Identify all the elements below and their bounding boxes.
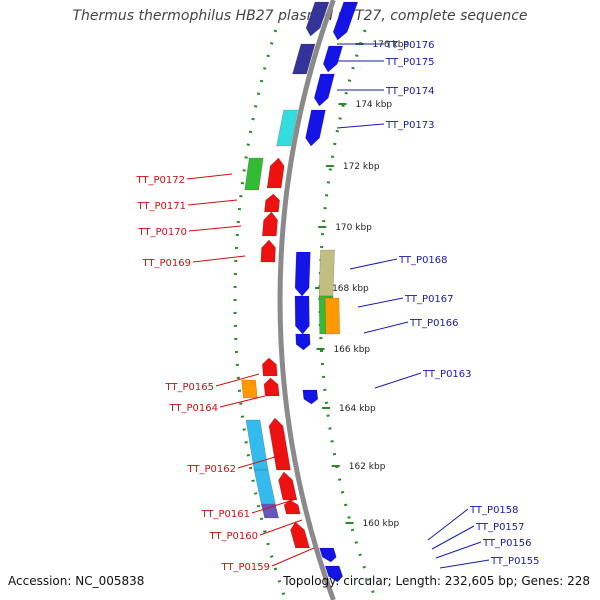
minus-gene-label[interactable]: TT_P0161	[200, 509, 250, 520]
kbp-label: 168 kbp	[332, 284, 369, 294]
plasmid-backbone	[277, 0, 336, 600]
gene-feature[interactable]	[294, 251, 311, 297]
plus-gene-label[interactable]: TT_P0158	[469, 505, 519, 516]
minus-gene-label[interactable]: TT_P0172	[135, 175, 185, 186]
kbp-label: 160 kbp	[363, 519, 400, 529]
gene-feature[interactable]	[324, 565, 343, 583]
topology-summary: Topology: circular; Length: 232,605 bp; …	[283, 574, 590, 588]
minus-gene-leader	[187, 199, 238, 206]
minus-gene-leader	[215, 373, 260, 387]
kbp-label: 166 kbp	[333, 345, 370, 355]
plus-gene-label[interactable]: TT_P0174	[385, 86, 435, 97]
plus-gene-label[interactable]: TT_P0157	[475, 522, 525, 533]
minus-gene-leader	[271, 547, 315, 567]
minus-gene-leader	[186, 173, 233, 180]
kbp-label: 162 kbp	[349, 462, 386, 472]
gene-feature[interactable]	[262, 357, 278, 377]
minus-gene-label[interactable]: TT_P0162	[186, 464, 236, 475]
gene-feature[interactable]	[305, 109, 326, 147]
kbp-label: 172 kbp	[343, 162, 380, 172]
gene-feature[interactable]	[294, 295, 310, 335]
gene-feature[interactable]	[318, 249, 335, 297]
plus-gene-leader	[363, 321, 409, 334]
minus-gene-leader	[188, 225, 242, 232]
gene-feature[interactable]	[302, 389, 319, 405]
minus-gene-label[interactable]: TT_P0164	[168, 403, 218, 414]
kbp-label: 170 kbp	[335, 223, 372, 233]
plus-gene-leader	[435, 541, 482, 559]
plus-gene-leader	[427, 508, 469, 541]
minus-gene-leader	[259, 519, 303, 536]
minus-gene-label[interactable]: TT_P0169	[141, 258, 191, 269]
plus-gene-leader	[439, 559, 490, 569]
plus-gene-leader	[431, 525, 475, 550]
gene-feature[interactable]	[253, 469, 277, 507]
minus-gene-leader	[219, 395, 266, 408]
gene-feature[interactable]	[292, 43, 316, 75]
minus-gene-leader	[237, 454, 283, 469]
gene-feature[interactable]	[278, 471, 298, 501]
outer-scale-ring	[233, 29, 288, 600]
plus-gene-label[interactable]: TT_P0166	[409, 318, 459, 329]
plus-gene-leader	[374, 372, 422, 389]
minus-gene-label[interactable]: TT_P0171	[136, 201, 186, 212]
minus-gene-leader	[192, 255, 246, 263]
plus-gene-label[interactable]: TT_P0167	[404, 294, 454, 305]
minus-gene-leader	[251, 498, 297, 514]
gene-feature[interactable]	[290, 521, 310, 549]
plus-gene-leader	[357, 297, 404, 308]
plus-gene-label[interactable]: TT_P0175	[385, 57, 435, 68]
gene-feature[interactable]	[266, 157, 285, 189]
map-title: Thermus thermophilus HB27 plasmid pTT27,…	[72, 8, 528, 24]
kbp-label: 164 kbp	[339, 404, 376, 414]
accession-text: Accession: NC_005838	[8, 574, 145, 588]
gene-feature[interactable]	[241, 379, 258, 399]
plus-gene-label[interactable]: TT_P0168	[398, 255, 448, 266]
minus-gene-label[interactable]: TT_P0165	[164, 382, 214, 393]
gene-feature[interactable]	[305, 1, 330, 37]
gene-feature[interactable]	[313, 73, 335, 107]
gene-feature[interactable]	[319, 547, 337, 563]
gene-feature[interactable]	[263, 377, 280, 397]
plus-gene-label[interactable]: TT_P0176	[385, 40, 435, 51]
plus-gene-leader	[336, 123, 385, 129]
gene-feature[interactable]	[264, 193, 280, 213]
gene-feature[interactable]	[260, 239, 276, 263]
gene-feature[interactable]	[276, 109, 299, 147]
gene-feature[interactable]	[295, 333, 311, 351]
gene-feature[interactable]	[244, 157, 264, 191]
kbp-label: 176 kbp	[372, 40, 409, 50]
minus-gene-label[interactable]: TT_P0170	[137, 227, 187, 238]
plus-gene-label[interactable]: TT_P0156	[482, 538, 532, 549]
plus-gene-label[interactable]: TT_P0173	[385, 120, 435, 131]
gene-feature[interactable]	[260, 503, 280, 519]
gene-feature[interactable]	[283, 499, 301, 515]
minus-gene-label[interactable]: TT_P0159	[220, 562, 270, 573]
plus-gene-label[interactable]: TT_P0155	[490, 556, 540, 567]
gene-feature[interactable]	[332, 1, 359, 41]
plus-gene-label[interactable]: TT_P0163	[422, 369, 472, 380]
minus-gene-label[interactable]: TT_P0160	[208, 531, 258, 542]
kbp-label: 174 kbp	[355, 100, 392, 110]
gene-feature[interactable]	[324, 297, 341, 335]
gene-feature[interactable]	[322, 45, 344, 73]
gene-feature[interactable]	[261, 211, 278, 237]
plus-gene-leader	[349, 258, 398, 270]
